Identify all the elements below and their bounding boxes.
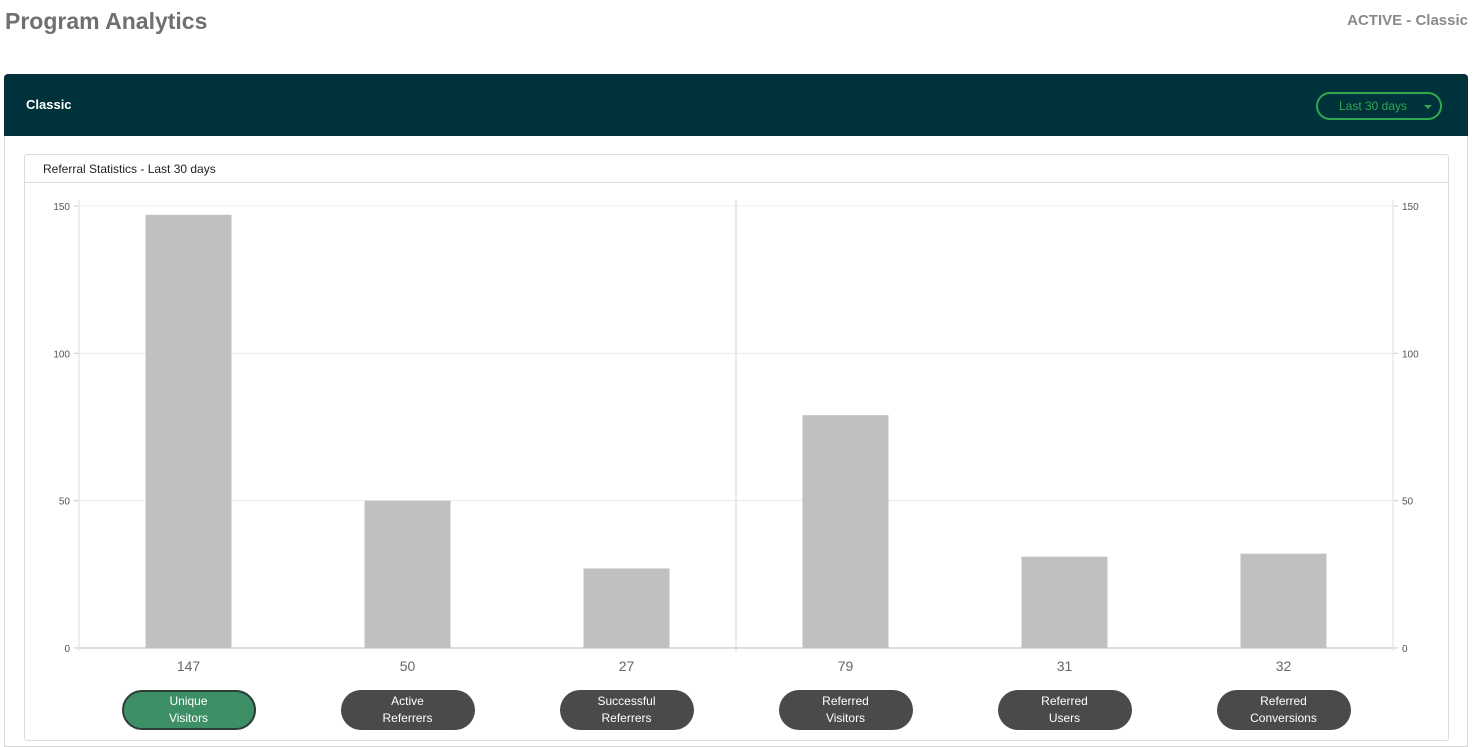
bar (802, 415, 889, 648)
y-tick-label-right: 50 (1402, 497, 1414, 508)
referral-bar-chart: 0 0 50 50 100 100 150 150 147 50 27 79 31 32 (53, 200, 1419, 674)
y-tick-label-right: 150 (1402, 202, 1419, 213)
metric-button-label: Active Referrers (382, 693, 432, 727)
card-title: Classic (26, 97, 72, 112)
metric-button-label-line1: Unique (169, 694, 208, 708)
card-header: Classic Last 30 days (4, 74, 1468, 136)
metric-button[interactable]: Referred Conversions (1216, 690, 1351, 730)
metric-button-label-line1: Active (391, 694, 424, 708)
panel-title: Referral Statistics - Last 30 days (43, 162, 216, 176)
bar-value-label: 27 (619, 658, 635, 674)
y-tick-label-left: 0 (64, 644, 70, 655)
y-tick-label-left: 50 (59, 497, 71, 508)
bar-value-label: 50 (400, 658, 416, 674)
bar-value-label: 79 (838, 658, 854, 674)
metric-button-label: Referred Conversions (1250, 693, 1317, 727)
metric-button-label-line2: Conversions (1250, 711, 1317, 725)
referral-statistics-panel: Referral Statistics - Last 30 days 0 0 50 5… (24, 154, 1449, 741)
y-tick-label-left: 150 (53, 202, 70, 213)
metric-button-label-line2: Users (1048, 711, 1081, 725)
page-title: Program Analytics (5, 8, 208, 34)
metric-button-label: Referred Visitors (822, 693, 869, 727)
y-tick-label-left: 100 (53, 349, 70, 360)
metric-button-label: Referred Users (1041, 693, 1088, 727)
metric-button-label-line1: Successful (597, 694, 656, 708)
bar-value-label: 147 (177, 658, 201, 674)
program-status-label: ACTIVE - Classic (1347, 12, 1468, 29)
bar-value-label: 31 (1057, 658, 1073, 674)
caret-down-icon (1424, 105, 1432, 109)
bar (583, 568, 670, 648)
bar-value-label: 32 (1276, 658, 1292, 674)
metric-button-label-line2: Referrers (601, 711, 652, 725)
metric-button-label-line2: Visitors (168, 711, 209, 725)
metric-button[interactable]: Active Referrers (340, 690, 475, 730)
metric-button[interactable]: Referred Visitors (778, 690, 913, 730)
metric-button-label: Unique Visitors (169, 693, 208, 727)
metric-button-label-line2: Visitors (825, 711, 866, 725)
metric-button-label-line1: Referred (822, 694, 869, 708)
metric-button-label: Successful Referrers (597, 693, 655, 727)
bar (364, 500, 451, 648)
metric-button-label-line1: Referred (1260, 694, 1307, 708)
metric-button[interactable]: Referred Users (997, 690, 1132, 730)
bar (1240, 553, 1327, 648)
metric-button-label-line2: Referrers (382, 711, 433, 725)
bar (1021, 556, 1108, 648)
y-tick-label-right: 0 (1402, 644, 1408, 655)
bar (145, 214, 232, 648)
y-tick-label-right: 100 (1402, 349, 1419, 360)
date-range-selected: Last 30 days (1338, 99, 1408, 113)
metric-button-label-line1: Referred (1041, 694, 1088, 708)
panel-heading: Referral Statistics - Last 30 days (25, 155, 1448, 183)
date-range-dropdown[interactable]: Last 30 days (1316, 92, 1442, 120)
metric-button[interactable]: Successful Referrers (559, 690, 694, 730)
metric-button[interactable]: Unique Visitors (121, 690, 256, 730)
